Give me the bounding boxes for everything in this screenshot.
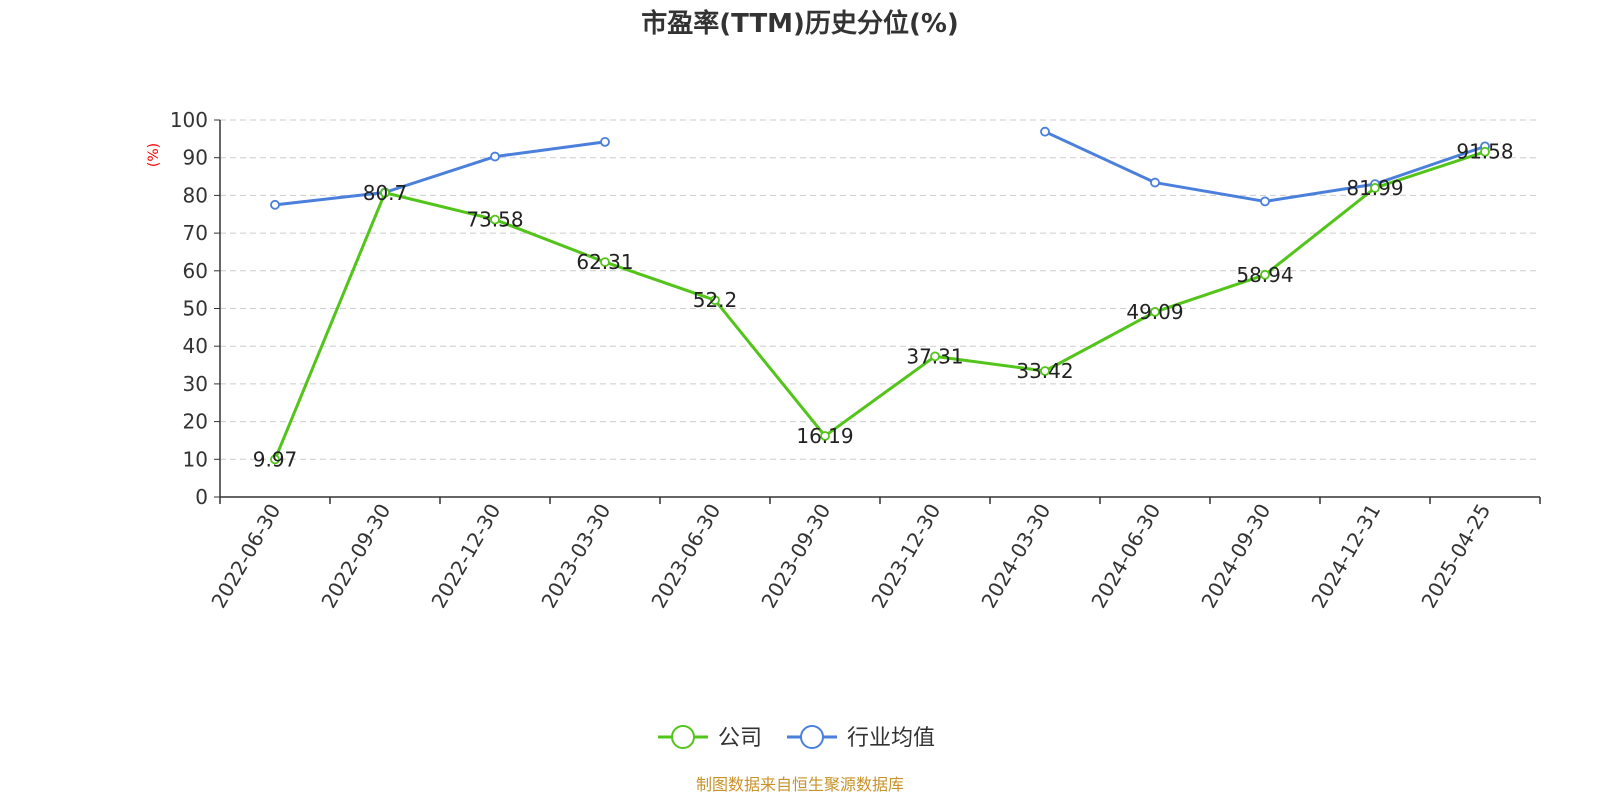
data-point [710,295,720,306]
x-tick-label: 2023-09-30 [756,500,835,613]
x-tick-label: 2024-12-31 [1306,500,1385,613]
data-point [490,151,500,162]
x-tick-label: 2022-12-30 [426,500,505,613]
data-point [270,454,280,465]
chart-title: 市盈率(TTM)历史分位(%) [641,8,959,39]
x-tick-label: 2025-04-25 [1416,500,1495,613]
y-tick-label: 0 [195,485,208,509]
y-tick-label: 60 [183,259,208,283]
legend-industry-marker [800,725,824,749]
data-point [270,199,280,210]
legend[interactable]: 公司 行业均值 [658,725,935,751]
y-tick-label: 20 [183,410,208,434]
data-point [1150,307,1160,317]
x-tick-label: 2023-06-30 [646,500,725,613]
y-tick-label: 30 [183,372,208,396]
data-labels: 9.97 80.7 73.58 62.31 52.2 16.19 37.31 33.42 49.… [253,140,1514,472]
series-line-industry-average [274,140,606,207]
x-tick-label: 2024-03-30 [976,500,1055,613]
series [270,126,1490,465]
legend-item-industry-average[interactable]: 行业均值 [787,725,935,751]
data-point [490,214,500,225]
y-tick-label: 80 [183,183,208,207]
data-source-note: 制图数据来自恒生聚源数据库 [696,775,904,794]
data-point [380,187,390,198]
x-tick-label: 2023-12-30 [866,500,945,613]
data-label: 80.7 [363,181,408,205]
legend-industry-label: 行业均值 [847,726,935,751]
legend-company-label: 公司 [718,726,762,751]
data-label: 81.99 [1346,176,1403,200]
data-point [1040,126,1050,137]
data-label: 52.2 [693,288,738,312]
data-label: 33.42 [1016,359,1073,383]
data-label: 37.31 [906,344,963,368]
data-label: 49.09 [1126,300,1183,324]
legend-item-company[interactable]: 公司 [658,725,762,751]
y-tick-label: 100 [170,108,208,132]
data-point [1260,196,1270,207]
y-tick-label: 50 [183,297,208,321]
data-point [930,351,940,362]
data-point [1370,182,1380,193]
y-tick-label: 40 [183,334,208,358]
data-point [820,431,830,441]
data-label: 58.94 [1236,263,1293,287]
data-point [1260,269,1270,280]
data-label: 9.97 [253,447,298,471]
x-tick-label: 2024-06-30 [1086,500,1165,613]
data-label: 91.58 [1456,140,1513,164]
y-tick-label: 70 [183,221,208,245]
series-line-industry-average [1044,130,1486,203]
x-tick-label: 2022-09-30 [316,500,395,613]
y-tick-label: 90 [183,146,208,170]
x-tick-label: 2022-06-30 [206,500,285,613]
data-point [1480,146,1490,157]
data-point [1150,177,1160,188]
data-label: 16.19 [796,424,853,448]
gridlines [220,119,1540,460]
data-point [600,136,610,147]
data-label: 62.31 [576,250,633,274]
x-tick-label: 2023-03-30 [536,500,615,613]
data-label: 73.58 [466,208,523,232]
x-tick-label: 2024-09-30 [1196,500,1275,613]
y-tick-label: 10 [183,447,208,471]
y-axis-unit: (%) [146,143,162,167]
series-line-company [273,150,1486,460]
legend-company-marker [671,725,695,749]
data-point [600,257,610,267]
data-point [1040,366,1050,376]
